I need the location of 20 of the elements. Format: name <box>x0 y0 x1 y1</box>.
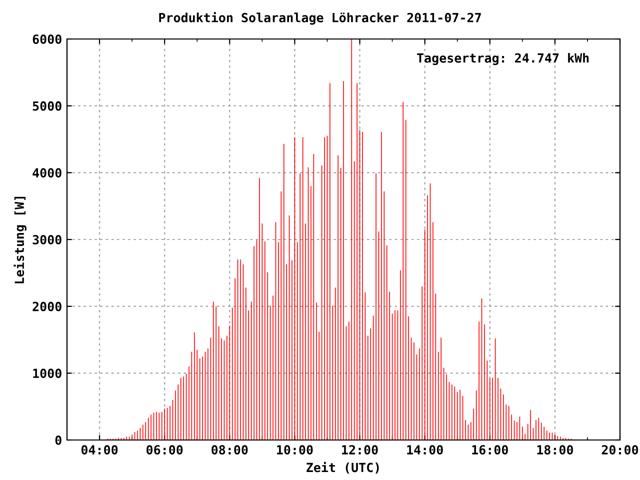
x-tick-label: 18:00 <box>537 445 574 455</box>
x-tick-label: 20:00 <box>602 445 638 455</box>
y-axis-title: Leistung [W] <box>14 196 26 284</box>
y-tick-label: 4000 <box>32 168 62 178</box>
annotation: Tagesertrag: 24.747 kWh <box>417 53 589 66</box>
x-tick-label: 06:00 <box>146 445 183 455</box>
y-tick-label: 2000 <box>32 302 62 312</box>
x-tick-label: 16:00 <box>472 445 508 455</box>
y-tick-label: 3000 <box>32 234 62 244</box>
y-tick-label: 5000 <box>32 101 62 111</box>
y-tick-label: 0 <box>55 435 62 445</box>
x-tick-label: 08:00 <box>212 445 248 455</box>
y-tick-label: 1000 <box>33 368 62 378</box>
chart-title: Produktion Solaranlage Löhracker 2011-07-27 <box>159 12 481 25</box>
x-tick-label: 12:00 <box>342 445 378 455</box>
x-tick-label: 04:00 <box>81 445 118 455</box>
x-tick-label: 10:00 <box>277 445 313 455</box>
x-tick-label: 14:00 <box>407 445 443 455</box>
y-tick-label: 6000 <box>32 34 62 44</box>
x-axis-title: Zeit (UTC) <box>306 462 379 474</box>
